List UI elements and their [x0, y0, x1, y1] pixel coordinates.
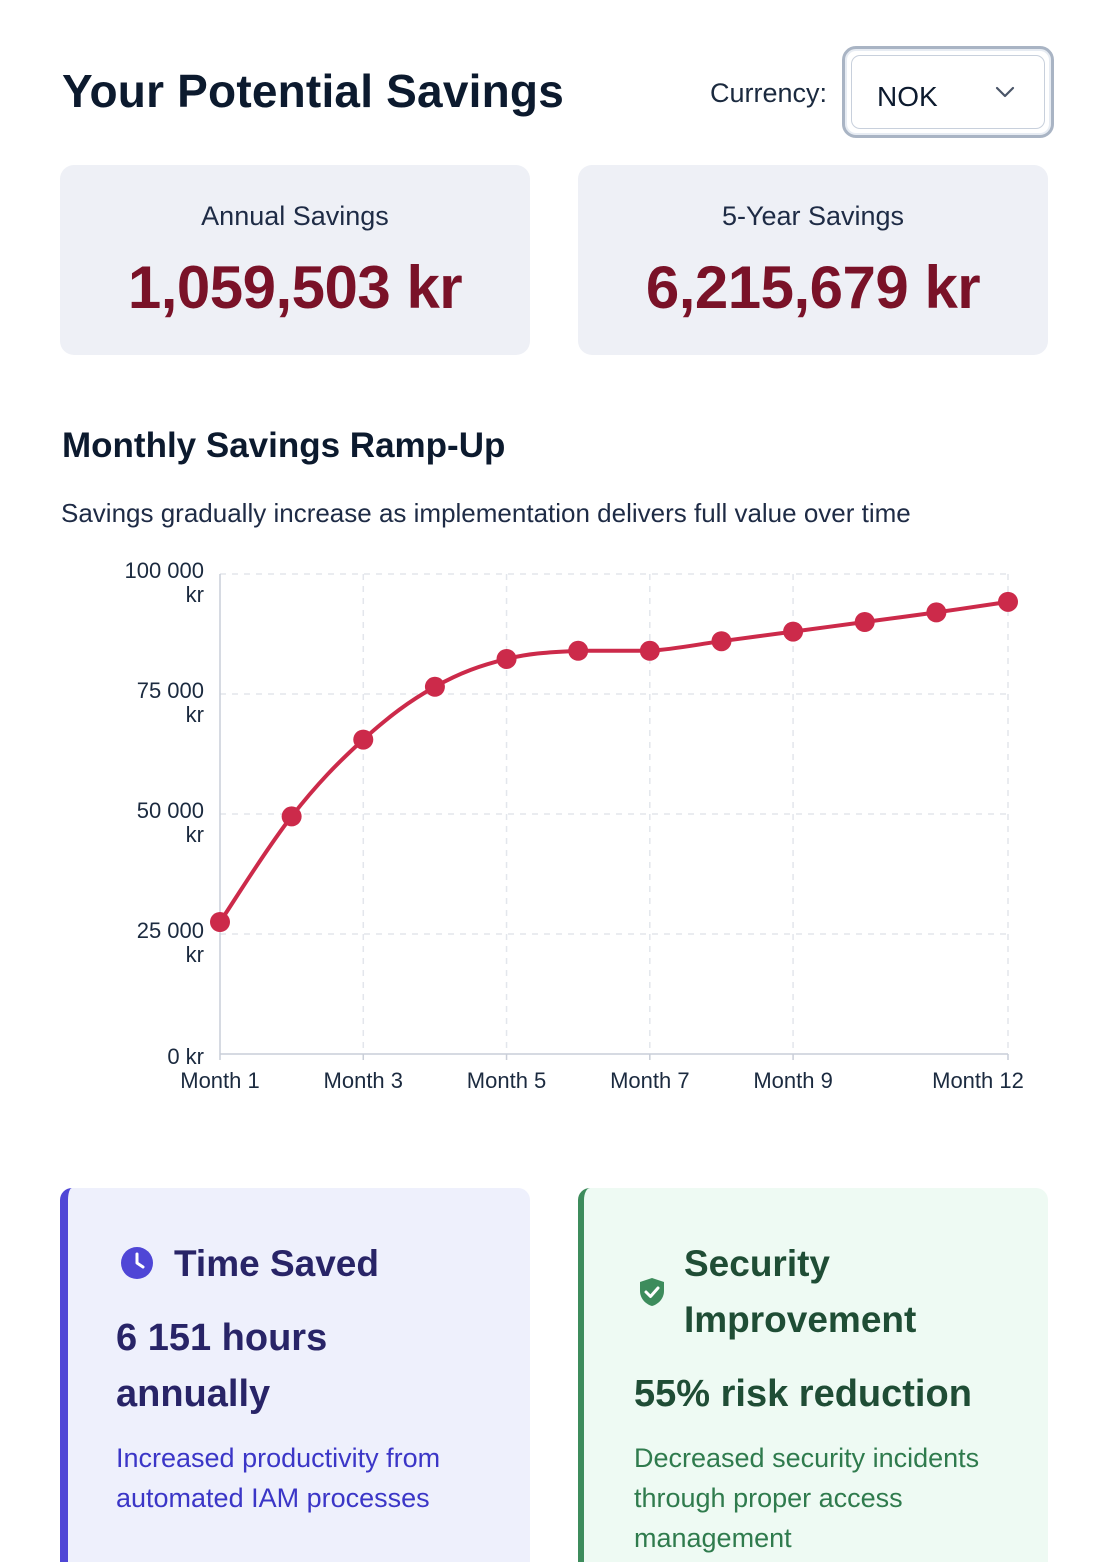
x-tick-label: Month 12	[932, 1068, 1024, 1093]
shield-check-icon	[640, 1278, 664, 1306]
x-tick-label: Month 9	[753, 1068, 833, 1093]
data-point-11	[926, 602, 947, 623]
section-subtitle: Savings gradually increase as implementa…	[61, 498, 911, 528]
y-tick-label: 0 kr	[167, 1044, 204, 1069]
data-point-6	[568, 640, 589, 661]
y-tick-label: 75 000 kr	[137, 678, 204, 727]
currency-select[interactable]: NOK	[842, 46, 1054, 138]
data-point-3	[353, 729, 374, 750]
x-tick-label: Month 3	[324, 1068, 404, 1093]
data-point-10	[854, 612, 875, 632]
time-saved-card: Time Saved 6 151 hours annually Increase…	[60, 1188, 530, 1562]
data-point-12	[998, 591, 1018, 612]
time-saved-value: 6 151 hours annually	[116, 1317, 328, 1415]
five-year-savings-card: 5-Year Savings 6,215,679 kr	[578, 165, 1048, 355]
y-tick-label: 100 000 kr	[124, 558, 204, 607]
x-tick-label: Month 1	[180, 1068, 260, 1093]
five-year-savings-value: 6,215,679 kr	[645, 254, 981, 321]
page-title: Your Potential Savings	[62, 65, 564, 117]
data-point-2	[281, 806, 302, 827]
y-tick-label: 50 000 kr	[137, 798, 204, 847]
chevron-down-icon	[995, 86, 1015, 98]
annual-savings-card: Annual Savings 1,059,503 kr	[60, 165, 530, 355]
data-point-7	[639, 640, 660, 661]
data-point-5	[496, 648, 517, 669]
x-tick-label: Month 7	[610, 1068, 690, 1093]
data-point-9	[783, 621, 804, 642]
annual-savings-label: Annual Savings	[201, 201, 389, 231]
x-tick-label: Month 5	[467, 1068, 547, 1093]
time-saved-description: Increased productivity from automated IA…	[116, 1443, 441, 1513]
data-point-4	[424, 676, 445, 697]
annual-savings-value: 1,059,503 kr	[127, 254, 463, 321]
section-title: Monthly Savings Ramp-Up	[62, 426, 506, 465]
y-tick-label: 25 000 kr	[137, 918, 204, 967]
security-improvement-card: Security Improvement 55% risk reduction …	[578, 1188, 1048, 1562]
currency-label: Currency:	[710, 78, 828, 108]
five-year-savings-label: 5-Year Savings	[721, 201, 905, 231]
data-point-1	[210, 912, 230, 932]
security-improvement-description: Decreased security incidents through pro…	[634, 1443, 980, 1553]
series-line	[218, 599, 1010, 924]
currency-value: NOK	[877, 81, 938, 112]
security-improvement-value: 55% risk reduction	[634, 1373, 972, 1415]
security-improvement-title: Security Improvement	[684, 1243, 917, 1340]
currency-select-focus-ring	[851, 55, 1045, 129]
data-point-8	[711, 631, 732, 652]
time-saved-title: Time Saved	[174, 1243, 379, 1284]
clock-icon	[121, 1247, 153, 1279]
savings-line-chart: 0 kr 25 000 kr 50 000 kr 75 000 kr 100 000 kr Mon…	[124, 558, 1024, 1093]
